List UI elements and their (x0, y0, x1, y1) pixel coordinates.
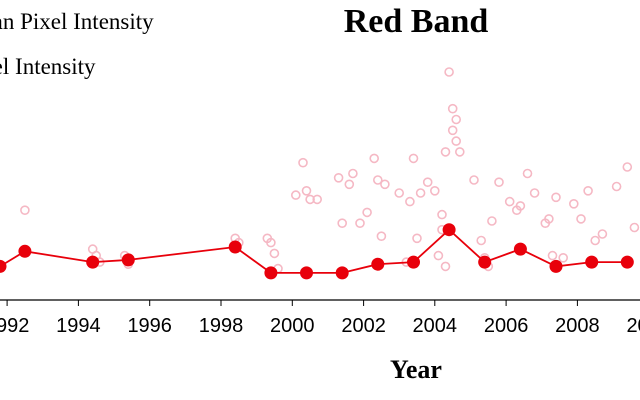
x-tick-label: 1992 (0, 315, 29, 337)
mean-point (335, 266, 349, 280)
mean-intensity-line (0, 228, 628, 274)
pixel-point (544, 214, 554, 224)
mean-point (18, 244, 32, 258)
pixel-point (369, 153, 380, 164)
pixel-point (568, 199, 579, 209)
pixel-point (440, 261, 451, 272)
x-axis-label: Year (390, 355, 442, 384)
pixel-point (422, 177, 433, 187)
mean-point (442, 223, 456, 237)
mean-line-path (0, 228, 628, 274)
mean-point (228, 240, 242, 254)
pixel-point (290, 190, 301, 200)
pixel-point (376, 231, 387, 241)
pixel-point (408, 153, 419, 164)
pixel-point (405, 196, 415, 207)
mean-point (620, 255, 634, 269)
pixel-point (298, 157, 308, 168)
x-tick-labels: 1992 1994 1996 1998 2000 2002 2004 2006 2008 2010 (0, 315, 640, 337)
x-tick-label: 1998 (199, 315, 244, 337)
pixel-point (301, 186, 312, 196)
pixel-point (515, 201, 526, 211)
pixel-point (611, 181, 622, 192)
mean-point (407, 255, 420, 269)
pixel-point (20, 205, 30, 215)
pixel-point (522, 168, 533, 179)
legend-item-mean: Mean Pixel Intensity (0, 9, 154, 34)
pixel-point (551, 192, 561, 203)
pixel-point (622, 162, 633, 172)
pixel-point (333, 173, 344, 183)
x-tick-label: 1996 (127, 315, 172, 337)
pixel-point (415, 188, 426, 198)
pixel-point (447, 125, 458, 136)
pixel-point (629, 222, 640, 233)
pixel-point (305, 194, 315, 205)
x-tick-label: 2000 (270, 315, 315, 337)
x-tick-label: 1994 (56, 315, 101, 337)
mean-point (513, 242, 527, 256)
pixel-point (355, 218, 365, 228)
pixel-point (547, 250, 558, 261)
mean-point (300, 266, 313, 280)
mean-point (478, 255, 492, 269)
x-tick-label: 2006 (484, 315, 529, 337)
pixel-point (380, 179, 390, 190)
chart-title: Red Band (344, 3, 489, 40)
pixel-point (412, 233, 422, 244)
pixel-point (583, 186, 593, 196)
pixel-point (447, 103, 458, 114)
mean-point (585, 255, 599, 269)
pixel-point (429, 186, 440, 196)
mean-intensity-markers (0, 223, 634, 280)
x-tick-label: 2002 (341, 315, 386, 337)
pixel-intensity-points (20, 67, 640, 274)
mean-point (86, 255, 100, 269)
pixel-point (504, 196, 515, 207)
pixel-point (312, 194, 323, 205)
pixel-point (437, 209, 447, 220)
mean-point (0, 259, 7, 273)
pixel-point (337, 218, 348, 228)
x-axis (0, 299, 640, 306)
x-tick-label: 2010 (626, 315, 640, 337)
pixel-point (444, 67, 454, 77)
pixel-point (469, 175, 479, 185)
pixel-point (348, 168, 358, 179)
mean-point (371, 257, 385, 271)
pixel-point (529, 188, 540, 198)
legend-item-pixel: Pixel Intensity (0, 54, 96, 79)
pixel-point (494, 177, 504, 187)
pixel-point (394, 188, 405, 198)
pixel-point (451, 114, 462, 125)
mean-point (549, 259, 563, 273)
pixel-point (451, 136, 462, 146)
x-tick-label: 2004 (413, 315, 458, 337)
pixel-point (344, 179, 355, 190)
mean-point (264, 266, 278, 280)
pixel-point (440, 147, 451, 157)
pixel-point (476, 235, 487, 246)
pixel-point (269, 248, 280, 259)
pixel-point (597, 229, 608, 239)
pixel-point (590, 235, 601, 246)
x-tick-label: 2008 (555, 315, 600, 337)
pixel-point (372, 175, 383, 185)
pixel-point (576, 214, 586, 224)
pixel-point (454, 147, 465, 157)
pixel-point (433, 250, 444, 261)
mean-point (121, 253, 135, 267)
pixel-point (362, 207, 372, 218)
pixel-point (487, 216, 497, 226)
pixel-point (266, 237, 276, 248)
pixel-point (558, 252, 569, 263)
